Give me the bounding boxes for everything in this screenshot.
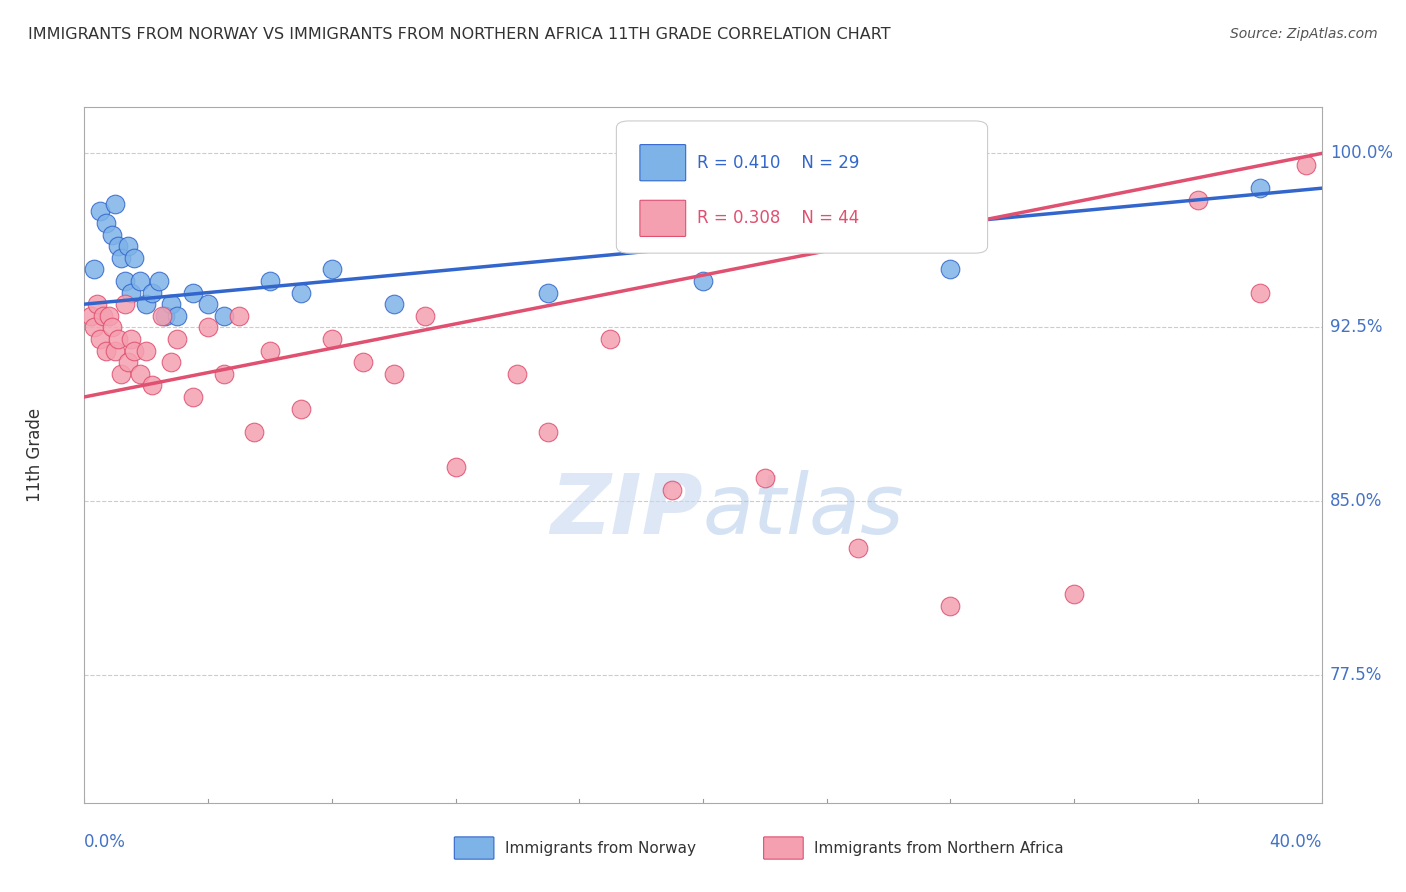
Point <box>382 297 405 311</box>
Point <box>114 297 136 311</box>
Point <box>117 239 139 253</box>
Text: Immigrants from Norway: Immigrants from Norway <box>505 840 696 855</box>
Point <box>413 309 436 323</box>
Point <box>120 332 142 346</box>
Point <box>197 320 219 334</box>
Point <box>166 309 188 323</box>
Point <box>181 390 204 404</box>
Point <box>117 355 139 369</box>
Point <box>243 425 266 439</box>
Point <box>101 227 124 242</box>
Point <box>86 297 108 311</box>
Point <box>846 541 869 555</box>
Point <box>537 425 560 439</box>
Point <box>89 332 111 346</box>
Point <box>148 274 170 288</box>
Point <box>1187 193 1209 207</box>
Point <box>1249 285 1271 300</box>
Point <box>939 599 962 613</box>
Point <box>212 309 235 323</box>
Point <box>122 251 145 265</box>
Point <box>599 332 621 346</box>
FancyBboxPatch shape <box>616 121 987 253</box>
Point <box>89 204 111 219</box>
Point <box>122 343 145 358</box>
Point <box>1249 181 1271 195</box>
Point <box>104 343 127 358</box>
Point <box>537 285 560 300</box>
Point <box>197 297 219 311</box>
Point <box>114 274 136 288</box>
Point <box>506 367 529 381</box>
FancyBboxPatch shape <box>454 837 494 859</box>
Point <box>352 355 374 369</box>
Point <box>321 262 343 277</box>
Point <box>382 367 405 381</box>
Point <box>259 343 281 358</box>
Point <box>1063 587 1085 601</box>
Point <box>98 309 121 323</box>
Point <box>228 309 250 323</box>
Point <box>212 367 235 381</box>
Point <box>83 320 105 334</box>
Text: 77.5%: 77.5% <box>1330 666 1382 684</box>
Point <box>129 367 152 381</box>
Point <box>101 320 124 334</box>
Point <box>181 285 204 300</box>
Point <box>91 309 114 323</box>
Point <box>153 309 176 323</box>
Point <box>321 332 343 346</box>
Text: atlas: atlas <box>703 470 904 551</box>
Point <box>290 285 312 300</box>
Point <box>79 309 101 323</box>
Point <box>104 197 127 211</box>
Point <box>129 274 152 288</box>
Text: R = 0.410    N = 29: R = 0.410 N = 29 <box>697 153 859 171</box>
Text: 100.0%: 100.0% <box>1330 145 1393 162</box>
Point <box>110 367 132 381</box>
Point <box>120 285 142 300</box>
Point <box>135 343 157 358</box>
Point <box>141 285 163 300</box>
Text: 11th Grade: 11th Grade <box>25 408 44 502</box>
Point <box>692 274 714 288</box>
Point <box>290 401 312 416</box>
FancyBboxPatch shape <box>763 837 803 859</box>
Point <box>141 378 163 392</box>
Text: 40.0%: 40.0% <box>1270 833 1322 851</box>
Text: IMMIGRANTS FROM NORWAY VS IMMIGRANTS FROM NORTHERN AFRICA 11TH GRADE CORRELATION: IMMIGRANTS FROM NORWAY VS IMMIGRANTS FRO… <box>28 27 891 42</box>
Point <box>107 332 129 346</box>
FancyBboxPatch shape <box>640 201 686 236</box>
Text: ZIP: ZIP <box>550 470 703 551</box>
Point <box>160 355 183 369</box>
Point <box>160 297 183 311</box>
Point <box>135 297 157 311</box>
Text: R = 0.308    N = 44: R = 0.308 N = 44 <box>697 210 859 227</box>
Point <box>754 471 776 485</box>
Point <box>107 239 129 253</box>
Point <box>94 343 117 358</box>
Text: Source: ZipAtlas.com: Source: ZipAtlas.com <box>1230 27 1378 41</box>
Point <box>166 332 188 346</box>
Point <box>150 309 173 323</box>
Text: Immigrants from Northern Africa: Immigrants from Northern Africa <box>814 840 1064 855</box>
Point <box>259 274 281 288</box>
Text: 92.5%: 92.5% <box>1330 318 1382 336</box>
Point <box>939 262 962 277</box>
Point <box>444 459 467 474</box>
Point <box>94 216 117 230</box>
Text: 85.0%: 85.0% <box>1330 492 1382 510</box>
Point <box>110 251 132 265</box>
FancyBboxPatch shape <box>640 145 686 181</box>
Point <box>1295 158 1317 172</box>
Point <box>83 262 105 277</box>
Point <box>661 483 683 497</box>
Text: 0.0%: 0.0% <box>84 833 127 851</box>
